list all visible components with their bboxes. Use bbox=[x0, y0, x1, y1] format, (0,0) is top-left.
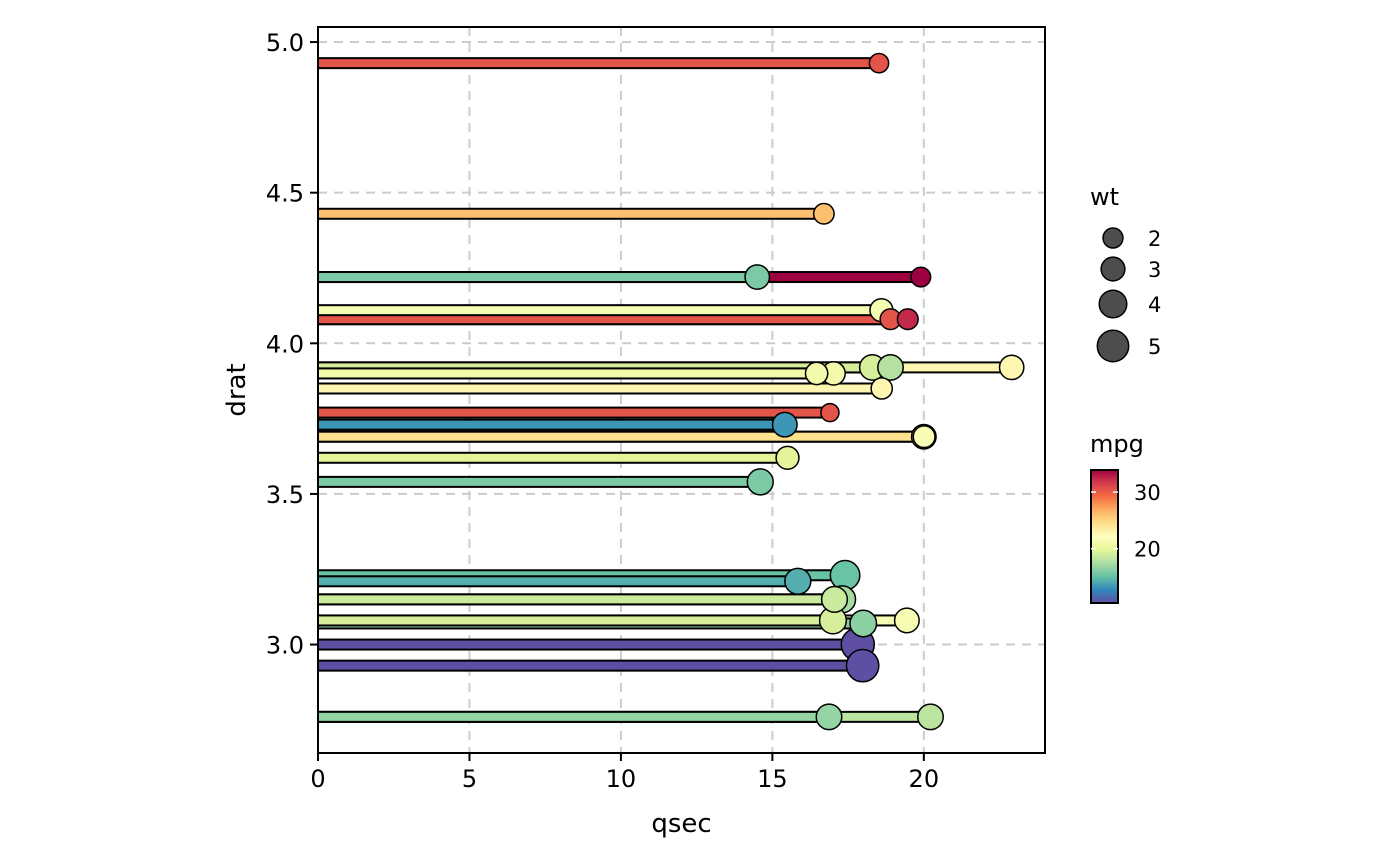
size-legend-key-1 bbox=[1100, 256, 1126, 282]
point-14 bbox=[771, 411, 798, 438]
point-15 bbox=[912, 425, 936, 449]
point-17 bbox=[775, 445, 800, 470]
size-legend-label-3: 5 bbox=[1148, 335, 1161, 359]
stem-17 bbox=[317, 451, 789, 464]
x-tick-label-3: 15 bbox=[757, 765, 788, 793]
stem-2 bbox=[317, 271, 759, 284]
size-legend-key-0 bbox=[1102, 227, 1124, 249]
x-axis-title: qsec bbox=[651, 809, 711, 839]
y-tick-label-0: 3.0 bbox=[266, 632, 304, 660]
point-29 bbox=[917, 703, 944, 731]
point-6 bbox=[896, 308, 919, 331]
y-tick-label-2: 4.0 bbox=[266, 330, 304, 358]
point-23 bbox=[893, 607, 920, 634]
color-legend-label-0: 20 bbox=[1134, 538, 1161, 562]
color-legend-bar bbox=[1090, 469, 1119, 604]
x-tick-label-2: 10 bbox=[606, 765, 637, 793]
plot-panel-border bbox=[317, 26, 1046, 754]
stem-26 bbox=[317, 638, 859, 651]
stem-24 bbox=[317, 614, 834, 627]
x-tick-label-1: 5 bbox=[462, 765, 477, 793]
stem-4 bbox=[317, 304, 883, 317]
size-legend-label-2: 4 bbox=[1148, 293, 1161, 317]
x-axis: 0 5 10 15 20 bbox=[310, 753, 939, 793]
point-20 bbox=[784, 567, 812, 595]
point-28 bbox=[815, 703, 843, 731]
point-3 bbox=[910, 266, 932, 288]
color-legend-title: mpg bbox=[1090, 430, 1144, 458]
y-tick-label-3: 4.5 bbox=[266, 180, 304, 208]
point-7 bbox=[804, 361, 829, 386]
size-legend-label-1: 3 bbox=[1148, 258, 1161, 282]
point-25 bbox=[849, 609, 878, 638]
stem-7 bbox=[317, 367, 818, 380]
point-27 bbox=[845, 648, 880, 683]
y-axis-title: drat bbox=[222, 363, 252, 416]
size-legend-label-0: 2 bbox=[1148, 227, 1161, 251]
color-legend: mpg 20 30 bbox=[1090, 430, 1161, 604]
y-tick-label-4: 5.0 bbox=[266, 29, 304, 57]
x-tick-label-0: 0 bbox=[310, 765, 325, 793]
color-legend-label-1: 30 bbox=[1134, 481, 1161, 505]
stem-20 bbox=[317, 575, 799, 588]
stem-27 bbox=[317, 659, 864, 672]
size-legend-title: wt bbox=[1090, 183, 1119, 211]
point-10 bbox=[877, 353, 904, 381]
size-legend-key-3 bbox=[1096, 329, 1130, 363]
y-tick-label-1: 3.5 bbox=[266, 481, 304, 509]
stem-28 bbox=[317, 710, 831, 723]
point-13 bbox=[820, 402, 840, 423]
lollipop-points bbox=[744, 52, 1025, 731]
size-legend-key-2 bbox=[1098, 289, 1128, 319]
stem-13 bbox=[317, 406, 831, 419]
stem-0 bbox=[317, 57, 881, 70]
stem-21 bbox=[317, 593, 836, 606]
point-2 bbox=[744, 264, 771, 290]
point-11 bbox=[998, 354, 1025, 381]
stem-18 bbox=[317, 475, 762, 488]
point-12 bbox=[870, 377, 894, 400]
point-0 bbox=[868, 52, 890, 74]
point-1 bbox=[812, 202, 835, 225]
size-legend: wt 2 3 4 5 bbox=[1090, 183, 1161, 363]
y-axis: 3.0 3.5 4.0 4.5 5.0 bbox=[266, 29, 318, 660]
stem-16 bbox=[317, 430, 925, 443]
x-tick-label-4: 20 bbox=[909, 765, 940, 793]
point-21 bbox=[820, 585, 849, 613]
point-18 bbox=[746, 468, 774, 496]
stem-12 bbox=[317, 382, 883, 395]
stem-1 bbox=[317, 207, 825, 220]
stem-14 bbox=[317, 418, 786, 431]
